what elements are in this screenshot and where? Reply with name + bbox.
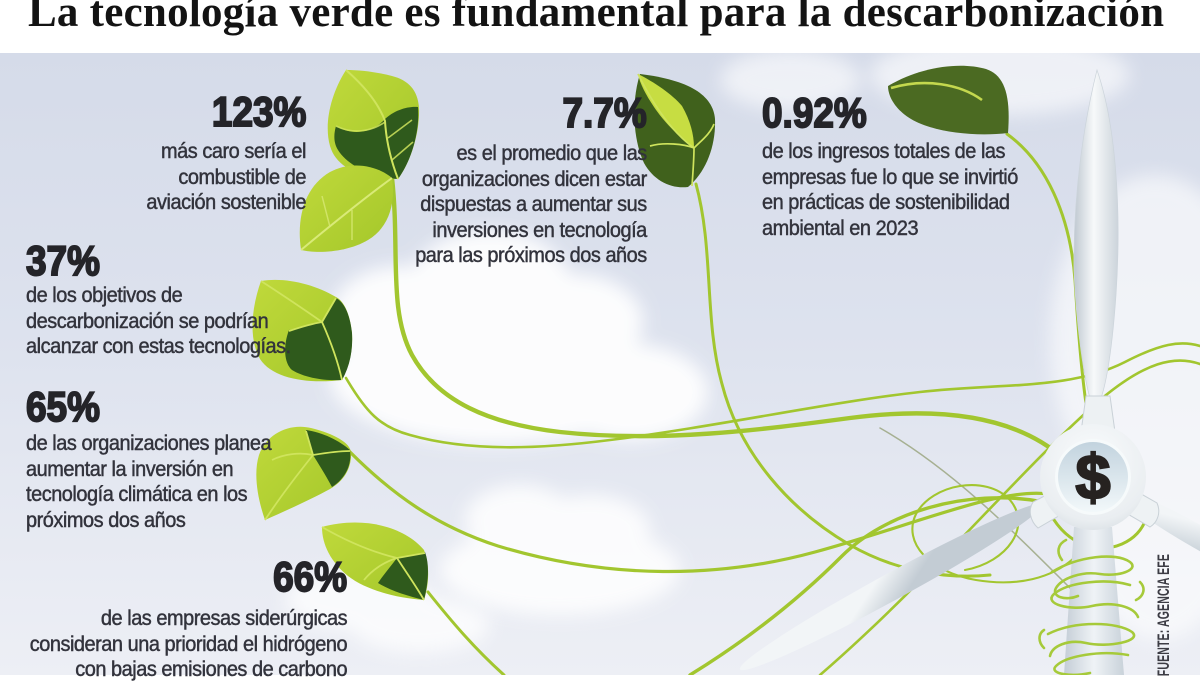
svg-text:$: $ (1075, 443, 1110, 513)
